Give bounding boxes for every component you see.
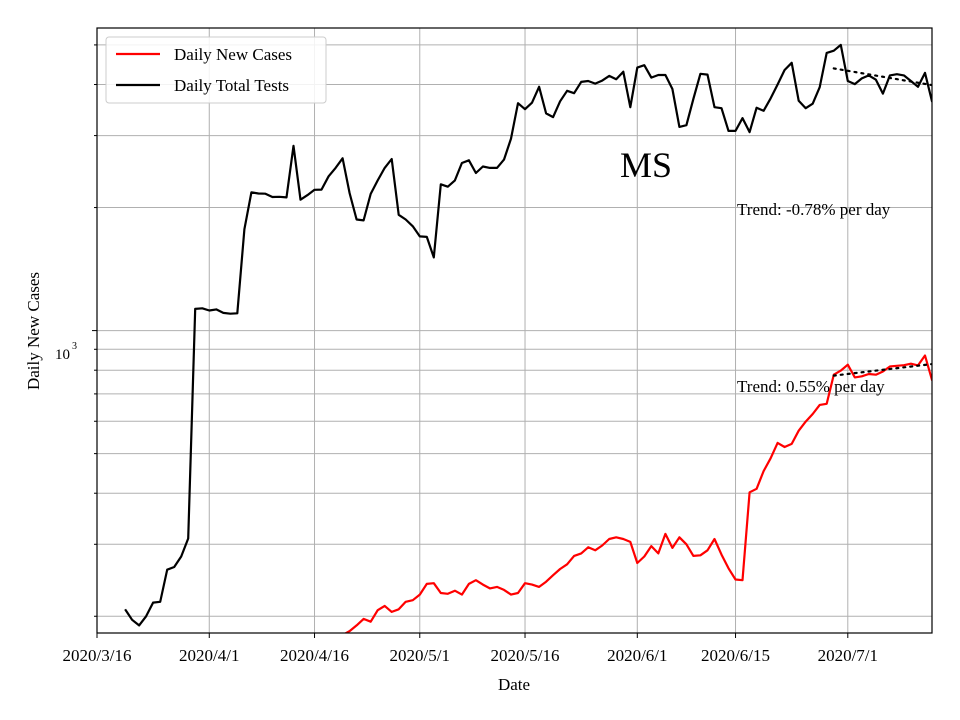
y-tick-exponent: 3 <box>72 341 77 352</box>
y-axis-label: Daily New Cases <box>24 272 43 390</box>
grid <box>96 28 932 633</box>
trend-tests-label: Trend: -0.78% per day <box>737 200 891 219</box>
series-group <box>124 43 932 633</box>
series-line-cases <box>343 354 932 633</box>
x-tick-label: 2020/3/16 <box>63 646 132 665</box>
trend-cases-label: Trend: 0.55% per day <box>737 377 885 396</box>
legend-label-cases: Daily New Cases <box>174 45 292 64</box>
x-tick-label: 2020/4/16 <box>280 646 349 665</box>
legend-label-tests: Daily Total Tests <box>174 76 289 95</box>
x-tick-label: 2020/6/1 <box>607 646 667 665</box>
x-tick-label: 2020/6/15 <box>701 646 770 665</box>
x-tick-label: 2020/7/1 <box>818 646 878 665</box>
x-tick-label: 2020/5/1 <box>390 646 450 665</box>
state-label: MS <box>620 145 672 185</box>
y-major-tick-label: 10 3 <box>55 341 77 363</box>
legend: Daily New Cases Daily Total Tests <box>105 36 327 104</box>
x-tick-label: 2020/5/16 <box>491 646 560 665</box>
y-tick-base: 10 <box>55 347 70 363</box>
plot-series <box>124 43 932 633</box>
series-line-tests <box>124 43 932 627</box>
legend-box <box>105 36 327 104</box>
x-axis-label: Date <box>498 675 530 694</box>
axis-ticks: 2020/3/16 2020/4/1 2020/4/16 2020/5/1 2020/5… <box>63 44 878 665</box>
x-tick-label: 2020/4/1 <box>179 646 239 665</box>
